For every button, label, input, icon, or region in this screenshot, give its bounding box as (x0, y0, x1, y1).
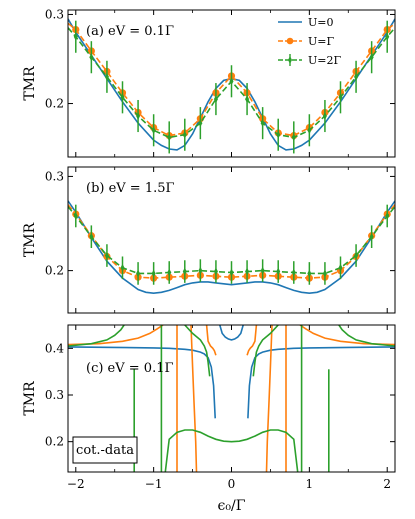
data-point (260, 266, 265, 275)
data-point (229, 268, 234, 277)
panel-3: 0.2 0.3 0.4 −2 −1 0 1 2 TMR (c) eV = 0.1Γ cot.-dat… (22, 324, 396, 514)
data-point (182, 130, 187, 139)
data-point (167, 268, 172, 277)
plot-area (68, 325, 395, 472)
series-line-U=2Γ (252, 325, 279, 377)
series-line-U=0 (68, 346, 216, 419)
series-line-U=Γ (299, 325, 395, 346)
panel-label: (a) eV = 0.1Γ (86, 24, 174, 39)
y-axis-label: TMR (22, 381, 38, 416)
data-point (198, 119, 203, 128)
data-point (369, 53, 374, 62)
series-line-U=Γ (68, 22, 395, 137)
data-point (322, 269, 327, 278)
panel-1: 0.2 0.3 TMR (a) eV = 0.1Γ U=0 U=Γ U=2Γ (22, 7, 396, 158)
x-axis-label: ϵ₀/Γ (218, 498, 246, 514)
data-point (182, 267, 187, 276)
data-point (151, 126, 156, 135)
y-tick-label: 0.2 (45, 97, 64, 111)
data-point (245, 267, 250, 276)
series-line-U=Γ (205, 325, 217, 356)
data-point (245, 95, 250, 104)
x-tick-label: −1 (145, 477, 163, 491)
data-point (73, 211, 78, 220)
x-tick-label: 2 (383, 477, 391, 491)
legend-label: U=2Γ (308, 54, 341, 67)
plot-area (68, 18, 395, 154)
data-point (104, 251, 109, 260)
data-point (338, 93, 343, 102)
legend-label: U=Γ (308, 35, 334, 48)
series-line-U=0 (68, 200, 395, 295)
legend-marker (286, 37, 294, 45)
data-point (151, 269, 156, 278)
series-line-U=2Γ (184, 325, 211, 377)
y-axis-label: TMR (22, 222, 38, 257)
data-point (354, 251, 359, 260)
data-point (338, 263, 343, 272)
data-point (213, 267, 218, 276)
y-tick-label: 0.2 (45, 264, 64, 278)
series-line-U=Γ (190, 325, 198, 472)
data-point (104, 72, 109, 81)
data-point (322, 112, 327, 121)
data-point (385, 211, 390, 220)
data-point (276, 267, 281, 276)
legend: U=0 U=Γ U=2Γ (278, 16, 341, 67)
data-point (73, 32, 78, 41)
panel-label: (b) eV = 1.5Γ (86, 181, 175, 196)
y-tick-label: 0.3 (45, 169, 64, 183)
series-line-U=2Γ (338, 325, 395, 347)
data-point (307, 126, 312, 135)
data-point (354, 72, 359, 81)
y-tick-label: 0.4 (45, 341, 64, 355)
data-point (276, 130, 281, 139)
data-point (260, 119, 265, 128)
data-point (385, 32, 390, 41)
data-point (229, 77, 234, 86)
data-point (89, 53, 94, 62)
series-line-U=2Γ (164, 429, 299, 472)
legend-label: U=0 (308, 16, 334, 29)
cot-data-box (72, 436, 138, 464)
x-tick-label: 1 (306, 477, 314, 491)
y-axis-label: TMR (22, 66, 38, 101)
data-point (120, 93, 125, 102)
data-point (136, 269, 141, 278)
x-tick-label: −2 (67, 477, 85, 491)
cot-data-label: cot.-data (76, 443, 134, 458)
data-point (213, 95, 218, 104)
plot-area (68, 200, 395, 295)
data-point (291, 133, 296, 142)
series-line-U=Γ (246, 325, 258, 356)
data-point (167, 133, 172, 142)
data-point (120, 263, 125, 272)
series-line-U=0 (247, 346, 395, 419)
y-tick-label: 0.3 (45, 388, 64, 402)
data-point (198, 266, 203, 275)
data-point (89, 232, 94, 241)
series-line-U=2Γ (68, 325, 125, 347)
data-point (307, 269, 312, 278)
y-tick-label: 0.2 (45, 435, 64, 449)
y-tick-label: 0.3 (45, 7, 64, 21)
data-point (291, 268, 296, 277)
data-point (369, 232, 374, 241)
data-point (136, 112, 141, 121)
x-tick-label: 0 (228, 477, 236, 491)
panel-2: 0.2 0.3 TMR (b) eV = 1.5Γ (22, 166, 396, 314)
series-line-U=0 (219, 325, 244, 341)
series-line-U=Γ (68, 325, 164, 346)
panel-label: (c) eV = 0.1Γ (86, 361, 174, 376)
series-line-U=Γ (265, 325, 273, 472)
